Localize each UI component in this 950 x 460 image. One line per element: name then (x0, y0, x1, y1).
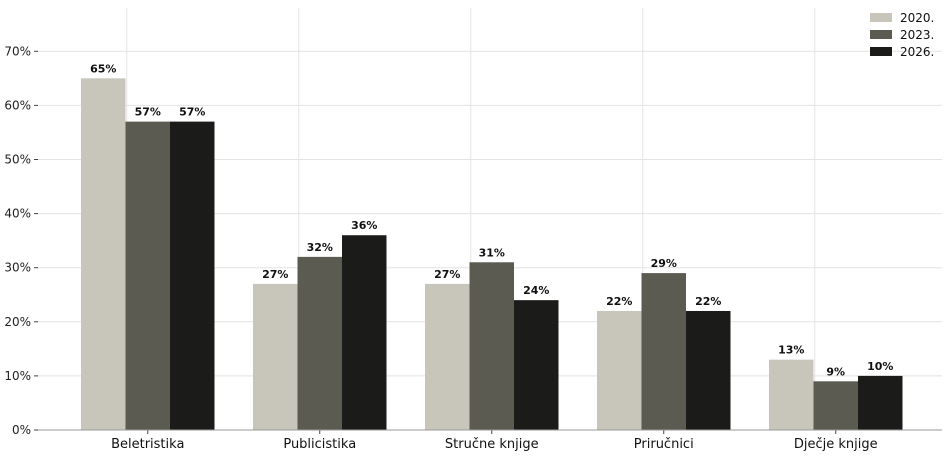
legend-swatch (870, 47, 892, 56)
legend-label: 2023. (900, 28, 934, 42)
bar-value-label: 31% (479, 246, 505, 259)
bar (858, 375, 903, 430)
bar-value-label: 27% (434, 268, 460, 281)
bar (769, 359, 814, 430)
legend: 2020. 2023. 2026. (870, 11, 934, 59)
bar-value-label: 36% (351, 219, 377, 232)
bar-value-label: 10% (867, 360, 893, 373)
x-tick-label: Dječje knjige (794, 437, 878, 452)
bars (81, 78, 903, 430)
bar-value-label: 27% (262, 268, 288, 281)
bar-value-label: 22% (606, 295, 632, 308)
legend-swatch (870, 30, 892, 39)
bar (81, 78, 126, 430)
bar-value-label: 22% (695, 295, 721, 308)
bar (514, 300, 559, 430)
x-tick-label: Publicistika (283, 437, 356, 452)
legend-label: 2026. (900, 45, 934, 59)
y-tick-label: 30% (4, 261, 31, 275)
bar-value-label: 29% (651, 257, 677, 270)
bar (813, 381, 858, 430)
y-tick-label: 50% (4, 152, 31, 166)
bar-value-label: 32% (307, 241, 333, 254)
x-tick-label: Stručne knjige (445, 437, 539, 452)
x-tick-label: Priručnici (634, 437, 694, 452)
bar (125, 121, 170, 430)
legend-label: 2020. (900, 11, 934, 25)
bar (342, 235, 387, 430)
data-labels: 65% 57% 57% 27% 32% 36% 27% 31% 24% 22% 29% 22% 13% 9… (90, 62, 893, 378)
bar (641, 273, 686, 430)
bar-value-label: 57% (179, 106, 205, 119)
bar-value-label: 24% (523, 284, 549, 297)
bar-value-label: 57% (135, 106, 161, 119)
bar-value-label: 65% (90, 62, 116, 75)
bar (253, 283, 298, 430)
y-tick-label: 20% (4, 315, 31, 329)
y-tick-label: 0% (12, 423, 31, 437)
axes: 0% 10% 20% 30% 40% 50% 60% 70% Beletristika Publi… (4, 44, 942, 452)
y-tick-label: 70% (4, 44, 31, 58)
bar (170, 121, 215, 430)
legend-swatch (870, 13, 892, 22)
bar-value-label: 13% (778, 344, 804, 357)
bar (469, 262, 514, 430)
bar-value-label: 9% (826, 365, 845, 378)
x-tick-label: Beletristika (111, 437, 184, 452)
bar (686, 310, 731, 430)
y-tick-label: 40% (4, 207, 31, 221)
bar (597, 310, 642, 430)
bar (297, 256, 342, 430)
y-tick-label: 60% (4, 98, 31, 112)
bar (425, 283, 470, 430)
y-tick-label: 10% (4, 369, 31, 383)
